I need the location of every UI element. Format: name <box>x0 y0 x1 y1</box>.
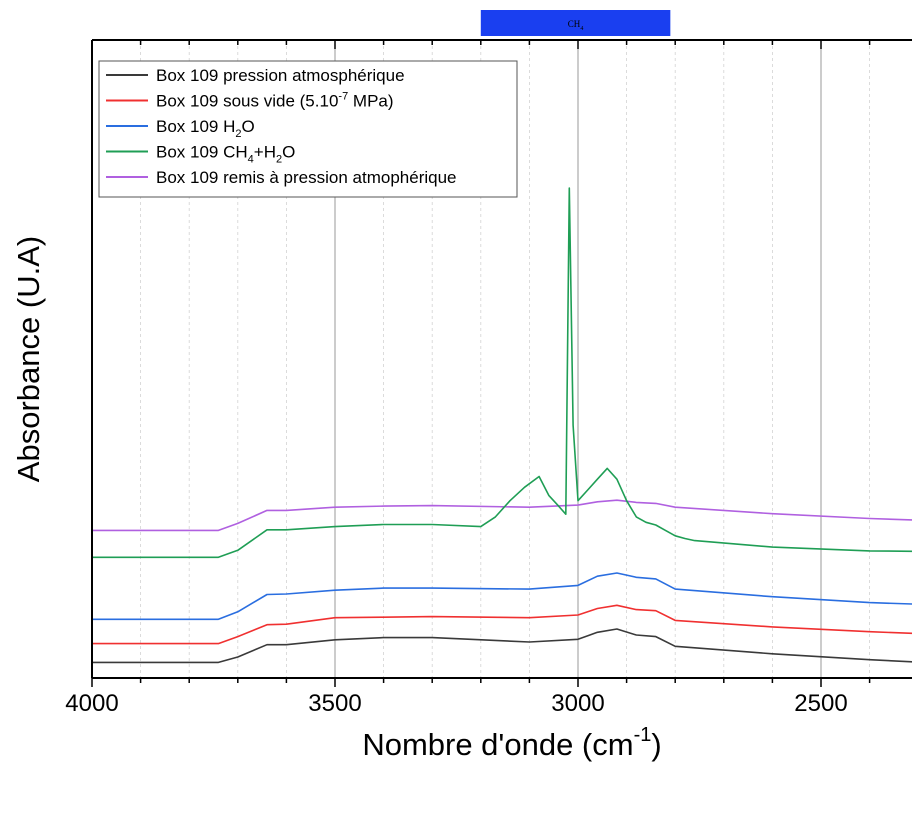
legend-box <box>98 60 518 198</box>
series-line-3 <box>92 572 912 621</box>
legend-entry: Box 109 remis à pression atmophérique <box>156 168 457 187</box>
y-axis-title: Absorbance (U.A) <box>11 236 46 482</box>
legend-entry: Box 109 CH4+H2O <box>156 143 295 166</box>
plot-area <box>92 187 912 664</box>
legend-entry: Box 109 sous vide (5.10-7 MPa) <box>156 91 394 111</box>
x-tick-label: 3000 <box>551 690 604 717</box>
x-tick-label: 4000 <box>65 690 118 717</box>
series-line-1 <box>92 628 912 664</box>
series-line-4 <box>92 187 912 559</box>
axis-frame <box>91 39 912 679</box>
x-axis-ticks: 4000350030002500200015001000 <box>65 40 871 717</box>
ch4-band-marker <box>480 10 671 36</box>
band-annotations: CH4CH4 <box>480 10 671 36</box>
legend-entry: Box 109 pression atmosphérique <box>156 66 405 85</box>
legend: Box 109 pression atmosphérique Box 109 so… <box>98 60 518 198</box>
ch4-band-label: CH4 <box>568 19 584 32</box>
x-tick-label: 3500 <box>308 690 361 717</box>
series-line-5 <box>92 499 912 532</box>
series-line-2 <box>92 604 912 645</box>
legend-entry: Box 109 H2O <box>156 117 255 140</box>
grid <box>140 40 870 678</box>
x-axis-title: Nombre d'onde (cm-1) <box>362 724 661 762</box>
x-tick-label: 2500 <box>794 690 847 717</box>
